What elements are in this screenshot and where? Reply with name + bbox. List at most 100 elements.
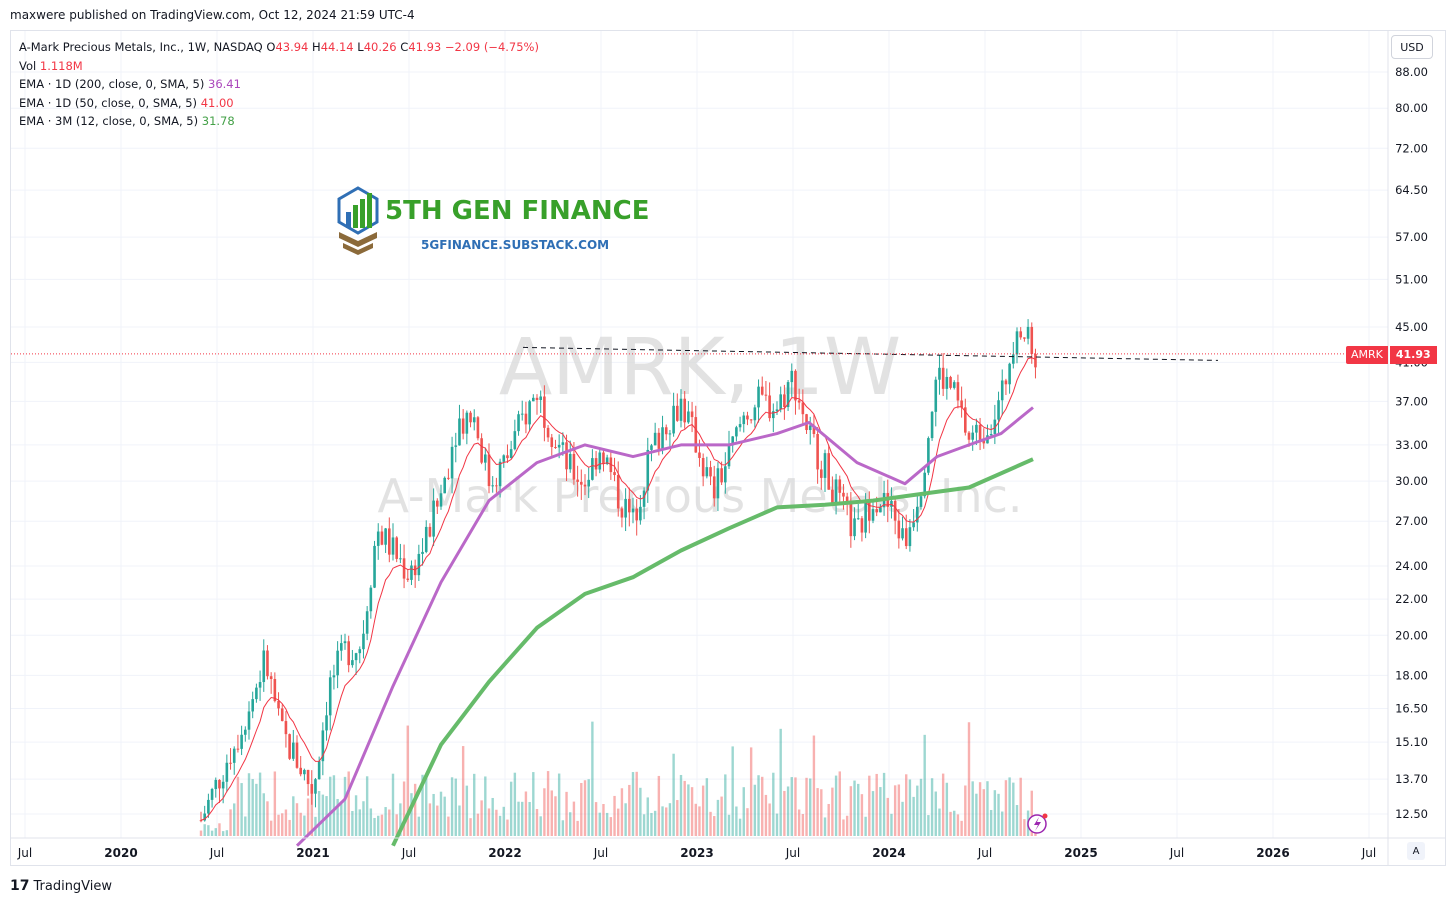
volume-bar	[794, 777, 797, 836]
candle-body	[727, 445, 731, 467]
volume-bar	[413, 783, 417, 836]
volume-bar	[809, 778, 812, 836]
candle-body	[993, 419, 997, 434]
x-tick-label: Jul	[209, 846, 224, 860]
volume-bar	[727, 814, 731, 836]
candle-body	[838, 479, 842, 493]
volume-bar	[554, 796, 557, 836]
volume-bar	[546, 771, 550, 836]
volume-bar	[982, 789, 985, 836]
candle-body	[406, 578, 410, 580]
legend-ema200-row[interactable]: EMA · 1D (200, close, 0, SMA, 5) 36.41	[19, 75, 539, 94]
candle-body	[432, 500, 435, 537]
volume-bar	[628, 784, 631, 836]
legend-ema3m-row[interactable]: EMA · 3M (12, close, 0, SMA, 5) 31.78	[19, 112, 539, 131]
candle-body	[502, 455, 506, 462]
candle-body	[373, 545, 376, 588]
candle-body	[997, 400, 1000, 420]
symbol-watermark: AMRK, 1W A-Mark Precious Metals, Inc.	[377, 323, 1022, 523]
candle-body	[369, 587, 373, 612]
candle-body	[321, 730, 325, 762]
volume-bar	[857, 783, 860, 836]
volume-bar	[687, 784, 690, 836]
price-tag-symbol: AMRK	[1346, 346, 1388, 364]
ema200-line	[295, 406, 1034, 847]
currency-button[interactable]: USD	[1391, 35, 1433, 59]
candle-body	[277, 701, 280, 709]
candle-body	[273, 679, 277, 702]
volume-bar	[262, 793, 265, 836]
y-tick-label: 22.00	[1395, 592, 1428, 606]
candle-body	[1008, 363, 1011, 385]
volume-bar	[989, 809, 993, 836]
x-tick-label: Jul	[401, 846, 416, 860]
candle-body	[687, 411, 690, 423]
tradingview-brand[interactable]: 17 TradingView	[10, 878, 112, 894]
volume-bar	[757, 775, 760, 836]
brand-logo: 5TH GEN FINANCE 5GFINANCE.SUBSTACK.COM	[333, 186, 678, 260]
volume-bar	[1001, 811, 1004, 836]
logo-subtitle: 5GFINANCE.SUBSTACK.COM	[421, 238, 610, 252]
chart-legend: A-Mark Precious Metals, Inc., 1W, NASDAQ…	[19, 38, 539, 131]
alert-icon[interactable]	[1027, 813, 1048, 834]
low-label: L	[357, 40, 364, 54]
volume-bar	[617, 808, 620, 836]
volume-bar	[764, 794, 768, 836]
volume-bar	[1004, 780, 1008, 836]
candle-body	[679, 398, 683, 421]
candle-body	[875, 509, 878, 513]
candle-body	[236, 748, 240, 750]
volume-bar	[465, 785, 469, 836]
candle-body	[447, 477, 450, 479]
volume-bar	[281, 813, 284, 836]
chart-frame[interactable]	[10, 30, 1446, 866]
volume-bar	[351, 810, 354, 836]
volume-bar	[853, 780, 856, 836]
volume-bar	[458, 805, 461, 836]
volume-bar	[816, 788, 819, 836]
volume-bar	[565, 791, 568, 836]
candle-body	[506, 455, 509, 459]
candle-body	[554, 446, 557, 448]
volume-bar	[919, 778, 923, 836]
indicator-lines	[11, 346, 1388, 847]
volume-bar	[631, 772, 635, 836]
candle-body	[351, 660, 354, 666]
volume-bar	[709, 811, 712, 836]
candle-body	[472, 417, 476, 423]
ema3m-label: EMA · 3M (12, close, 0, SMA, 5)	[19, 114, 199, 128]
x-tick-label: Jul	[17, 846, 32, 860]
volume-bar	[738, 818, 742, 836]
candle-body	[513, 431, 517, 450]
candle-body	[760, 386, 764, 395]
candle-body	[908, 527, 912, 547]
low-value: 40.26	[363, 40, 397, 54]
volume-bar	[864, 816, 867, 836]
volume-bar	[938, 808, 941, 836]
volume-bar	[266, 801, 269, 836]
y-tick-label: 64.50	[1395, 183, 1428, 197]
time-axis: Jul 2020 Jul 2021 Jul 2022 Jul 2023 Jul 2024 Jul 20…	[11, 837, 1445, 860]
candle-body	[580, 481, 583, 485]
legend-ema50-row[interactable]: EMA · 1D (50, close, 0, SMA, 5) 41.00	[19, 94, 539, 113]
volume-bar	[775, 813, 779, 836]
candle-body	[532, 397, 535, 402]
candle-body	[753, 407, 757, 421]
candle-body	[347, 641, 350, 666]
candle-body	[288, 734, 291, 759]
volume-bar	[602, 804, 605, 836]
volume-bar	[306, 798, 310, 836]
volume-bar	[332, 775, 336, 836]
candle-body	[757, 386, 760, 408]
volume-bar	[790, 777, 793, 836]
volume-bar	[1012, 782, 1015, 836]
volume-bar	[768, 803, 771, 836]
open-label: O	[266, 40, 276, 54]
volume-bar	[362, 801, 365, 836]
volume-bar	[842, 819, 845, 836]
auto-scale-button[interactable]: A	[1407, 842, 1425, 860]
candle-body	[376, 531, 380, 546]
volume-bar	[343, 776, 347, 836]
candle-body	[225, 762, 229, 782]
